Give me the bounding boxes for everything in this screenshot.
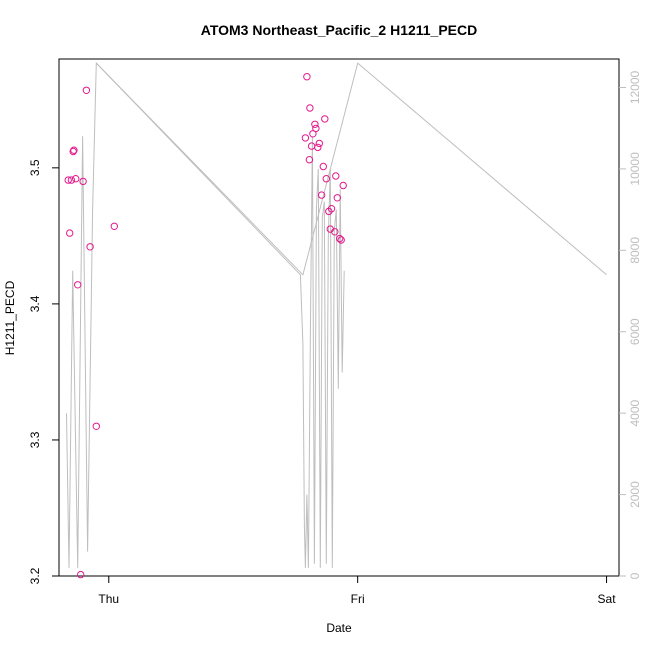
data-point xyxy=(317,191,326,199)
primary-series-points xyxy=(64,73,347,579)
data-point xyxy=(311,120,319,129)
data-point xyxy=(319,162,327,171)
data-point xyxy=(74,281,82,289)
x-tick-label: Fri xyxy=(351,592,365,606)
data-point xyxy=(305,156,314,164)
bottom-axis: Thu Fri Sat xyxy=(98,576,616,606)
series-line-0 xyxy=(66,61,345,568)
data-point xyxy=(86,243,94,251)
y2-tick-label: 12000 xyxy=(628,70,642,104)
y-tick-label: 3.4 xyxy=(28,295,42,312)
data-point xyxy=(72,175,80,183)
data-point xyxy=(67,176,76,184)
y-tick-label: 3.2 xyxy=(28,567,42,584)
data-point xyxy=(79,177,87,186)
data-point xyxy=(110,222,119,231)
chart-title: ATOM3 Northeast_Pacific_2 H1211_PECD xyxy=(201,22,478,38)
data-point xyxy=(77,570,85,579)
data-point xyxy=(70,146,78,154)
data-point xyxy=(339,181,347,190)
y2-tick-label: 6000 xyxy=(628,318,642,345)
data-point xyxy=(336,234,344,243)
data-point xyxy=(306,104,314,112)
data-point xyxy=(333,194,341,202)
right-axis: 0 2000 4000 6000 8000 10000 12000 xyxy=(619,70,642,579)
series-line-1 xyxy=(95,62,607,276)
y2-tick-label: 2000 xyxy=(628,481,642,508)
data-point xyxy=(66,229,74,237)
data-point xyxy=(314,143,322,152)
data-point xyxy=(331,228,339,236)
y-axis-label: H1211_PECD xyxy=(3,280,17,355)
y-tick-label: 3.5 xyxy=(28,159,42,176)
data-point xyxy=(64,176,72,184)
data-point xyxy=(332,172,340,180)
y2-tick-label: 0 xyxy=(628,572,642,579)
left-axis: 3.2 3.3 3.4 3.5 xyxy=(28,159,59,584)
x-tick-label: Thu xyxy=(98,592,119,606)
x-axis-label: Date xyxy=(326,621,352,635)
data-point xyxy=(303,73,311,81)
data-point xyxy=(312,124,320,133)
y2-tick-label: 8000 xyxy=(628,237,642,264)
data-point xyxy=(82,86,91,95)
data-point xyxy=(315,139,323,148)
data-point xyxy=(337,236,345,244)
data-point xyxy=(321,115,329,123)
data-point xyxy=(307,142,316,150)
data-point xyxy=(301,134,310,142)
y2-tick-label: 4000 xyxy=(628,399,642,426)
data-point xyxy=(322,175,330,183)
y2-tick-label: 10000 xyxy=(628,152,642,186)
y-tick-label: 3.3 xyxy=(28,431,42,448)
secondary-series-lines xyxy=(66,61,607,568)
data-point xyxy=(327,205,336,213)
x-tick-label: Sat xyxy=(598,592,617,606)
data-point xyxy=(309,130,317,138)
plot-frame xyxy=(58,58,620,577)
data-point xyxy=(92,422,101,430)
